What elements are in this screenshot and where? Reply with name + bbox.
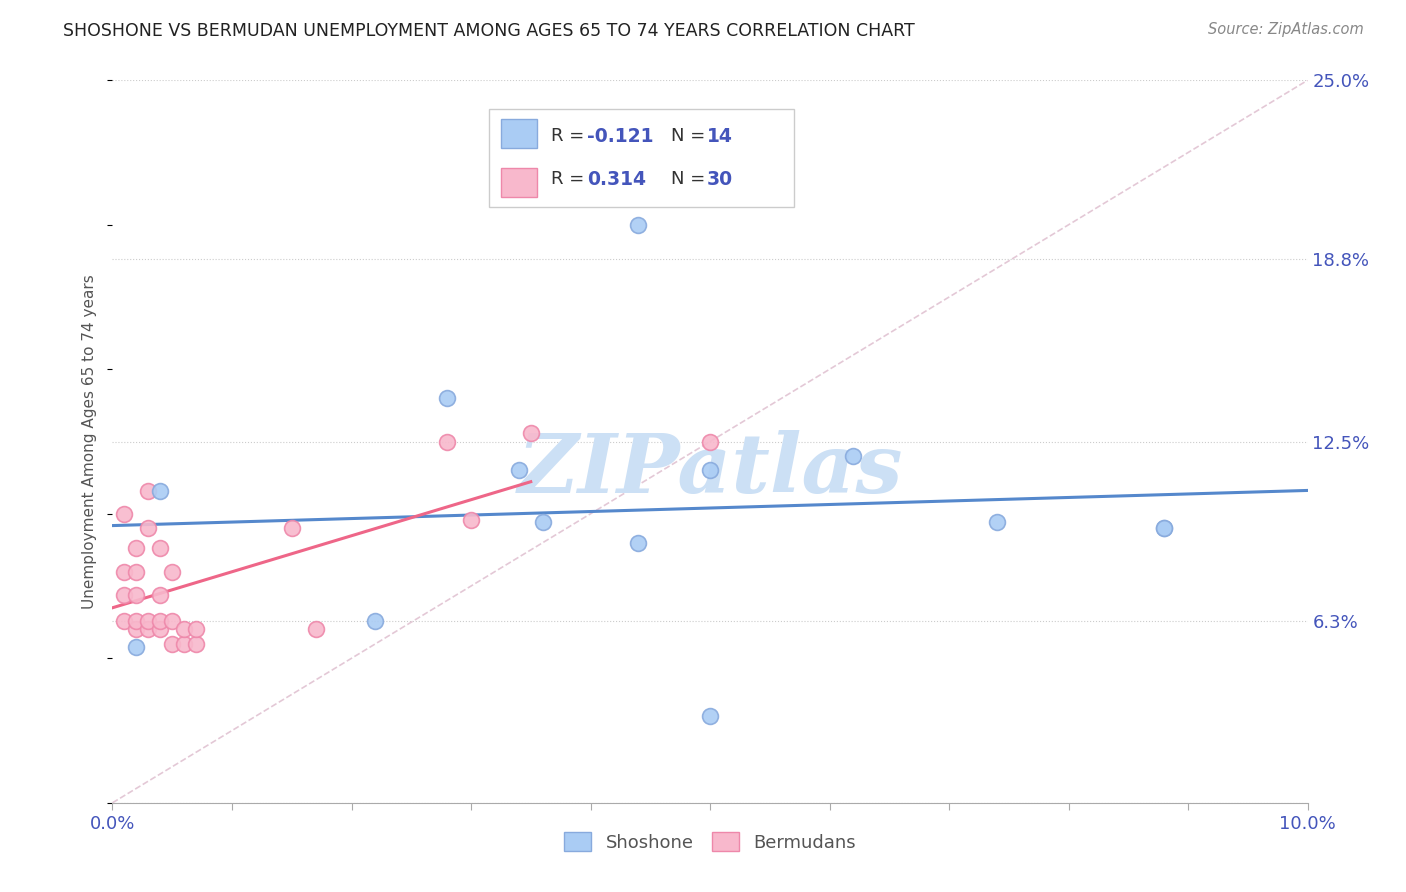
Point: [114, 614, 135, 628]
Point: [627, 535, 650, 549]
Point: [162, 565, 183, 579]
Point: [125, 640, 148, 654]
Point: [1153, 521, 1175, 535]
Text: R =: R =: [551, 128, 585, 145]
Text: N =: N =: [671, 170, 704, 188]
Point: [281, 521, 304, 535]
Point: [162, 614, 183, 628]
Point: [125, 588, 148, 602]
Point: [173, 623, 195, 637]
Legend: Shoshone, Bermudans: Shoshone, Bermudans: [557, 825, 863, 859]
Text: ZIPatlas: ZIPatlas: [517, 431, 903, 510]
Text: Source: ZipAtlas.com: Source: ZipAtlas.com: [1208, 22, 1364, 37]
Point: [699, 709, 721, 723]
Point: [1153, 521, 1175, 535]
Point: [125, 623, 148, 637]
Point: [138, 614, 160, 628]
Text: 0.314: 0.314: [586, 169, 645, 189]
Point: [149, 541, 172, 556]
Point: [436, 391, 458, 405]
Point: [173, 637, 195, 651]
Point: [186, 637, 208, 651]
Text: -0.121: -0.121: [586, 127, 654, 146]
Text: N =: N =: [671, 128, 704, 145]
Point: [138, 483, 160, 498]
Text: SHOSHONE VS BERMUDAN UNEMPLOYMENT AMONG AGES 65 TO 74 YEARS CORRELATION CHART: SHOSHONE VS BERMUDAN UNEMPLOYMENT AMONG …: [63, 22, 915, 40]
Point: [149, 623, 172, 637]
Point: [986, 516, 1008, 530]
Point: [699, 434, 721, 449]
Point: [138, 623, 160, 637]
Point: [531, 516, 554, 530]
FancyBboxPatch shape: [489, 109, 794, 207]
Point: [125, 565, 148, 579]
Point: [520, 425, 543, 440]
Text: 30: 30: [706, 169, 733, 189]
Point: [162, 637, 183, 651]
Point: [125, 614, 148, 628]
Point: [114, 588, 135, 602]
Point: [149, 483, 172, 498]
Point: [125, 541, 148, 556]
FancyBboxPatch shape: [501, 119, 537, 148]
Point: [364, 614, 387, 628]
Text: 14: 14: [706, 127, 733, 146]
Point: [627, 218, 650, 232]
Point: [114, 507, 135, 521]
FancyBboxPatch shape: [501, 168, 537, 197]
Point: [114, 565, 135, 579]
Point: [305, 623, 328, 637]
Point: [149, 588, 172, 602]
Point: [436, 434, 458, 449]
Y-axis label: Unemployment Among Ages 65 to 74 years: Unemployment Among Ages 65 to 74 years: [82, 274, 97, 609]
Point: [842, 449, 865, 463]
Text: R =: R =: [551, 170, 585, 188]
Point: [138, 521, 160, 535]
Point: [699, 463, 721, 477]
Point: [460, 512, 482, 526]
Point: [508, 463, 530, 477]
Point: [186, 623, 208, 637]
Point: [149, 614, 172, 628]
